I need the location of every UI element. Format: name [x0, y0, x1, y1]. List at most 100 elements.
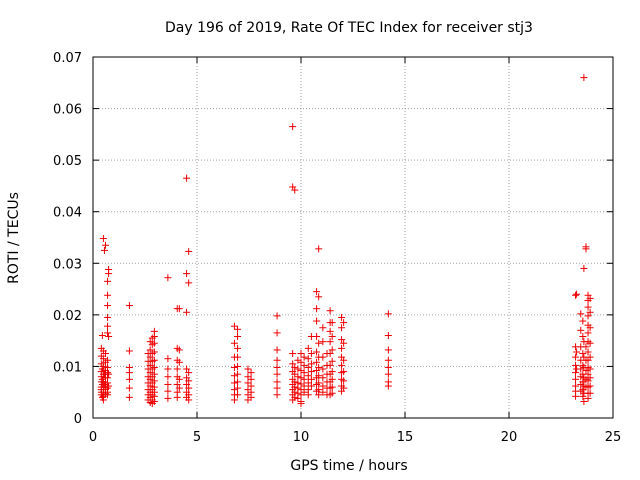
data-point — [304, 363, 312, 371]
data-point — [326, 307, 334, 315]
data-point — [247, 382, 255, 390]
data-point — [573, 348, 581, 356]
data-point — [584, 394, 592, 402]
x-axis-label: GPS time / hours — [290, 458, 407, 474]
data-point — [315, 391, 323, 399]
data-point — [313, 358, 321, 366]
data-point — [340, 377, 348, 385]
data-point — [104, 322, 112, 330]
data-point — [384, 310, 392, 318]
data-point — [313, 317, 321, 325]
data-point — [297, 358, 305, 366]
data-point — [183, 380, 191, 388]
data-point — [328, 333, 336, 341]
data-point — [146, 369, 154, 377]
data-point — [307, 350, 315, 358]
data-point — [319, 353, 327, 361]
data-point — [273, 346, 281, 354]
data-point — [150, 339, 158, 347]
data-point — [146, 361, 154, 369]
data-point — [105, 382, 113, 390]
data-point — [580, 264, 588, 272]
data-point — [230, 396, 238, 404]
data-point — [175, 346, 183, 354]
data-point — [577, 326, 585, 334]
data-point — [183, 270, 191, 278]
data-point — [183, 365, 191, 373]
data-point — [105, 370, 113, 378]
data-point — [98, 331, 106, 339]
data-point — [247, 375, 255, 383]
y-tick-label: 0.06 — [53, 103, 82, 118]
data-point — [384, 370, 392, 378]
data-point — [164, 373, 172, 381]
data-points — [97, 74, 594, 408]
data-point — [297, 374, 305, 382]
data-point — [294, 365, 302, 373]
data-point — [307, 368, 315, 376]
data-point — [584, 303, 592, 311]
data-point — [273, 329, 281, 337]
data-point — [572, 361, 580, 369]
data-point — [384, 382, 392, 390]
data-point — [150, 348, 158, 356]
data-point — [185, 279, 193, 287]
data-point — [164, 274, 172, 282]
data-point — [577, 365, 585, 373]
data-point — [328, 383, 336, 391]
y-tick-labels: 0 0.01 0.02 0.03 0.04 0.05 0.06 0.07 — [53, 51, 82, 427]
data-point — [104, 313, 112, 321]
chart-title: Day 196 of 2019, Rate Of TEC Index for r… — [165, 20, 533, 36]
data-point — [244, 379, 252, 387]
data-point — [234, 378, 242, 386]
data-point — [273, 356, 281, 364]
plot-frame — [92, 56, 614, 419]
data-point — [104, 356, 112, 364]
data-point — [273, 370, 281, 378]
x-tick-label: 5 — [193, 430, 201, 445]
x-tick-labels: 0 5 10 15 20 25 — [89, 430, 621, 445]
data-point — [164, 394, 172, 402]
data-point — [384, 346, 392, 354]
data-point — [175, 305, 183, 313]
data-point — [304, 379, 312, 387]
data-point — [304, 391, 312, 399]
data-point — [150, 370, 158, 378]
x-tick-label: 0 — [89, 430, 97, 445]
data-point — [146, 353, 154, 361]
data-point — [297, 350, 305, 358]
data-point — [300, 353, 308, 361]
data-point — [326, 350, 334, 358]
data-point — [101, 241, 109, 249]
grid-lines — [93, 57, 613, 418]
data-point — [291, 186, 299, 194]
data-point — [307, 382, 315, 390]
data-point — [273, 378, 281, 386]
data-point — [185, 396, 193, 404]
data-point — [586, 324, 594, 332]
data-point — [230, 372, 238, 380]
data-point — [125, 369, 133, 377]
data-point — [150, 356, 158, 364]
data-point — [150, 333, 158, 341]
data-point — [313, 305, 321, 313]
x-tick-label: 20 — [501, 430, 518, 445]
data-point — [234, 391, 242, 399]
data-point — [586, 308, 594, 316]
data-point — [125, 384, 133, 392]
data-point — [315, 372, 323, 380]
data-point — [307, 375, 315, 383]
data-point — [150, 363, 158, 371]
data-point — [340, 384, 348, 392]
data-point — [300, 369, 308, 377]
data-point — [104, 391, 112, 399]
data-point — [125, 375, 133, 383]
data-point — [579, 333, 587, 341]
data-point — [125, 393, 133, 401]
data-point — [580, 74, 588, 82]
data-point — [586, 365, 594, 373]
data-point — [234, 370, 242, 378]
data-point — [586, 294, 594, 302]
data-point — [328, 368, 336, 376]
